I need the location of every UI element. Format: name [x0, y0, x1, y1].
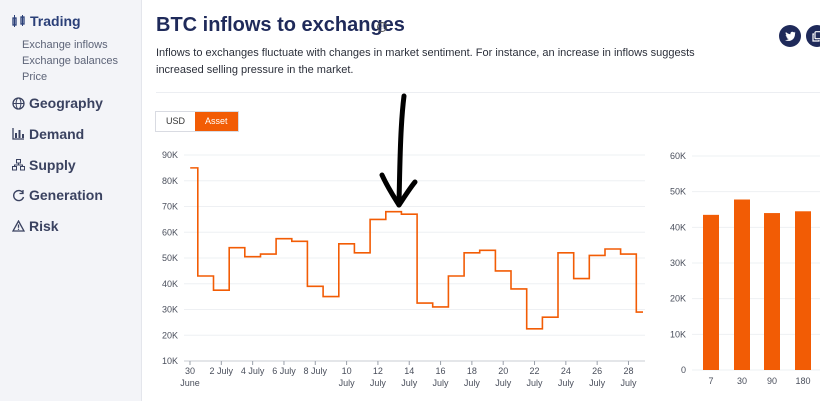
toggle-usd[interactable]: USD	[166, 116, 186, 126]
y-tick-label: 10K	[162, 356, 178, 366]
x-tick-label: July	[495, 378, 512, 388]
trading-icon	[12, 15, 25, 27]
x-tick-label: 28	[623, 366, 633, 376]
nav-demand-label: Demand	[29, 126, 85, 142]
bar-chart-icon	[12, 128, 24, 140]
x-tick-label: 30	[737, 376, 747, 386]
nav-generation[interactable]: Generation	[12, 187, 103, 203]
info-icon[interactable]: ⓘ	[377, 22, 387, 32]
copy-icon	[812, 30, 820, 42]
x-tick-label: 7	[708, 376, 713, 386]
y-tick-label: 30K	[670, 258, 686, 268]
x-tick-label: 20	[498, 366, 508, 376]
x-tick-label: July	[433, 378, 450, 388]
refresh-icon	[13, 189, 25, 201]
bar-chart: 0 10K 20K 30K 40K 50K 60K 7 30 90 180	[670, 151, 820, 386]
nav-sub-exchange-balances[interactable]: Exchange balances	[22, 55, 119, 67]
y-tick-label: 80K	[162, 176, 178, 186]
line-chart: 10K 20K 30K 40K 50K 60K 70K 80K 90K 30 June 2 July 4…	[162, 150, 645, 388]
twitter-icon	[784, 31, 795, 41]
annotation-arrow	[379, 93, 418, 208]
divider	[156, 92, 820, 93]
network-icon	[12, 159, 25, 171]
sidebar: Trading Exchange inflows Exchange balanc…	[0, 0, 140, 401]
x-tick-label: July	[558, 378, 575, 388]
copy-button[interactable]	[806, 25, 820, 47]
y-tick-label: 60K	[670, 151, 686, 161]
nav-sub-exchange-inflows[interactable]: Exchange inflows	[22, 39, 108, 51]
y-tick-label: 90K	[162, 150, 178, 160]
x-tick-label: 4 July	[241, 366, 265, 376]
x-tick-label: July	[464, 378, 481, 388]
x-tick-label: 16	[436, 366, 446, 376]
x-tick-label: 6 July	[272, 366, 296, 376]
bar	[703, 214, 719, 370]
y-tick-label: 50K	[670, 187, 686, 197]
x-tick-label: 180	[795, 376, 810, 386]
x-tick-label: 30	[185, 366, 195, 376]
y-tick-label: 20K	[670, 294, 686, 304]
x-tick-label: July	[401, 378, 418, 388]
x-tick-label: 18	[467, 366, 477, 376]
nav-sub-price[interactable]: Price	[22, 71, 48, 83]
x-tick-label: 10	[342, 366, 352, 376]
y-tick-label: 30K	[162, 305, 178, 315]
currency-toggle[interactable]: USD Asset	[155, 111, 239, 132]
x-tick-label: July	[370, 378, 387, 388]
y-tick-label: 40K	[670, 222, 686, 232]
nav-geography[interactable]: Geography	[12, 95, 103, 111]
series-line	[190, 167, 643, 330]
y-tick-label: 60K	[162, 227, 178, 237]
y-tick-label: 40K	[162, 279, 178, 289]
nav-supply-label: Supply	[29, 157, 76, 173]
bar	[734, 199, 750, 370]
x-tick-label: July	[589, 378, 606, 388]
x-tick-label: July	[527, 378, 544, 388]
x-tick-label: 26	[592, 366, 602, 376]
x-tick-label: 22	[530, 366, 540, 376]
toggle-asset[interactable]: Asset	[195, 112, 238, 131]
y-tick-label: 0	[681, 365, 686, 375]
nav-trading[interactable]: Trading	[12, 13, 81, 29]
bar	[795, 211, 811, 370]
x-tick-label: 2 July	[210, 366, 234, 376]
x-tick-label: 90	[767, 376, 777, 386]
nav-geography-label: Geography	[29, 95, 103, 111]
globe-icon	[12, 96, 25, 110]
nav-risk[interactable]: Risk	[12, 218, 59, 234]
x-tick-label: 14	[404, 366, 414, 376]
y-tick-label: 20K	[162, 330, 178, 340]
nav-trading-label: Trading	[30, 13, 81, 29]
x-tick-label: 24	[561, 366, 571, 376]
warning-icon	[12, 220, 25, 232]
bar	[764, 213, 780, 370]
page-title: BTC inflows to exchanges	[156, 14, 405, 36]
y-tick-label: 70K	[162, 202, 178, 212]
x-tick-label: June	[180, 378, 200, 388]
nav-supply[interactable]: Supply	[12, 157, 76, 173]
x-tick-label: July	[620, 378, 637, 388]
nav-risk-label: Risk	[29, 218, 59, 234]
chart-description: Inflows to exchanges fluctuate with chan…	[156, 47, 695, 76]
nav-generation-label: Generation	[29, 187, 103, 203]
y-tick-label: 10K	[670, 329, 686, 339]
nav-demand[interactable]: Demand	[12, 126, 84, 142]
twitter-share-button[interactable]	[779, 25, 801, 47]
x-tick-label: July	[339, 378, 356, 388]
x-tick-label: 12	[373, 366, 383, 376]
x-tick-label: 8 July	[304, 366, 328, 376]
y-tick-label: 50K	[162, 253, 178, 263]
